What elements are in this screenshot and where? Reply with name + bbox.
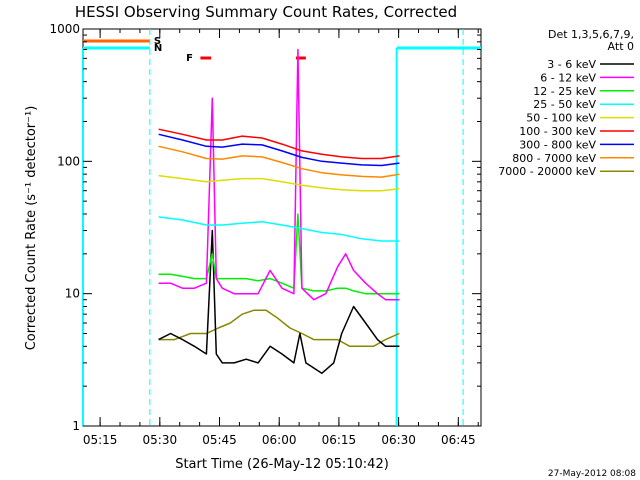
y-tick-label: 100 xyxy=(57,154,80,168)
footer-date: 27-May-2012 08:08 xyxy=(548,469,636,479)
x-tick-label: 06:30 xyxy=(381,433,416,447)
legend-entry-label: 12 - 25 keV xyxy=(533,85,596,98)
legend-header-2: Att 0 xyxy=(608,40,634,53)
y-tick-label: 10 xyxy=(65,287,80,301)
legend-entry-label: 7000 - 20000 keV xyxy=(498,165,596,178)
series-line xyxy=(158,216,400,242)
series-line xyxy=(158,48,400,301)
series-line xyxy=(158,229,400,375)
legend-entry-label: 300 - 800 keV xyxy=(519,138,596,151)
x-tick-label: 06:45 xyxy=(441,433,476,447)
y-axis-label: Corrected Count Rate (s⁻¹ detector⁻¹) xyxy=(24,106,39,351)
x-tick-label: 06:15 xyxy=(322,433,357,447)
series-line xyxy=(158,174,400,192)
x-tick-label: 05:15 xyxy=(83,433,118,447)
x-axis-label: Start Time (26-May-12 05:10:42) xyxy=(175,457,389,472)
series-line xyxy=(158,128,400,160)
y-tick-label: 1000 xyxy=(49,22,80,36)
x-tick-label: 05:45 xyxy=(202,433,237,447)
legend-entry-label: 25 - 50 keV xyxy=(533,98,596,111)
x-tick-label: 06:00 xyxy=(262,433,297,447)
saa-flag-label: S xyxy=(154,36,161,47)
flare-flag-label: F xyxy=(186,53,193,64)
series-line xyxy=(158,145,400,178)
legend-header-1: Det 1,3,5,6,7,9, xyxy=(548,28,634,41)
plot-frame xyxy=(82,28,482,427)
chart-title: HESSI Observing Summary Count Rates, Cor… xyxy=(75,3,457,21)
series-line xyxy=(158,133,400,167)
x-tick-label: 05:30 xyxy=(143,433,178,447)
night-flag-label: N xyxy=(154,43,162,54)
series-line xyxy=(158,309,400,348)
legend-entry-label: 6 - 12 keV xyxy=(540,71,596,84)
plot-area: SN F 1 10 100 1000 05:15 05:30 05:45 06:00 06:15 06… xyxy=(49,22,482,447)
legend-entry-label: 800 - 7000 keV xyxy=(512,152,596,165)
legend-entry-label: 50 - 100 keV xyxy=(526,112,596,125)
legend-entry-label: 3 - 6 keV xyxy=(547,58,596,71)
legend-entry-label: 100 - 300 keV xyxy=(519,125,596,138)
y-tick-label: 1 xyxy=(72,419,80,433)
